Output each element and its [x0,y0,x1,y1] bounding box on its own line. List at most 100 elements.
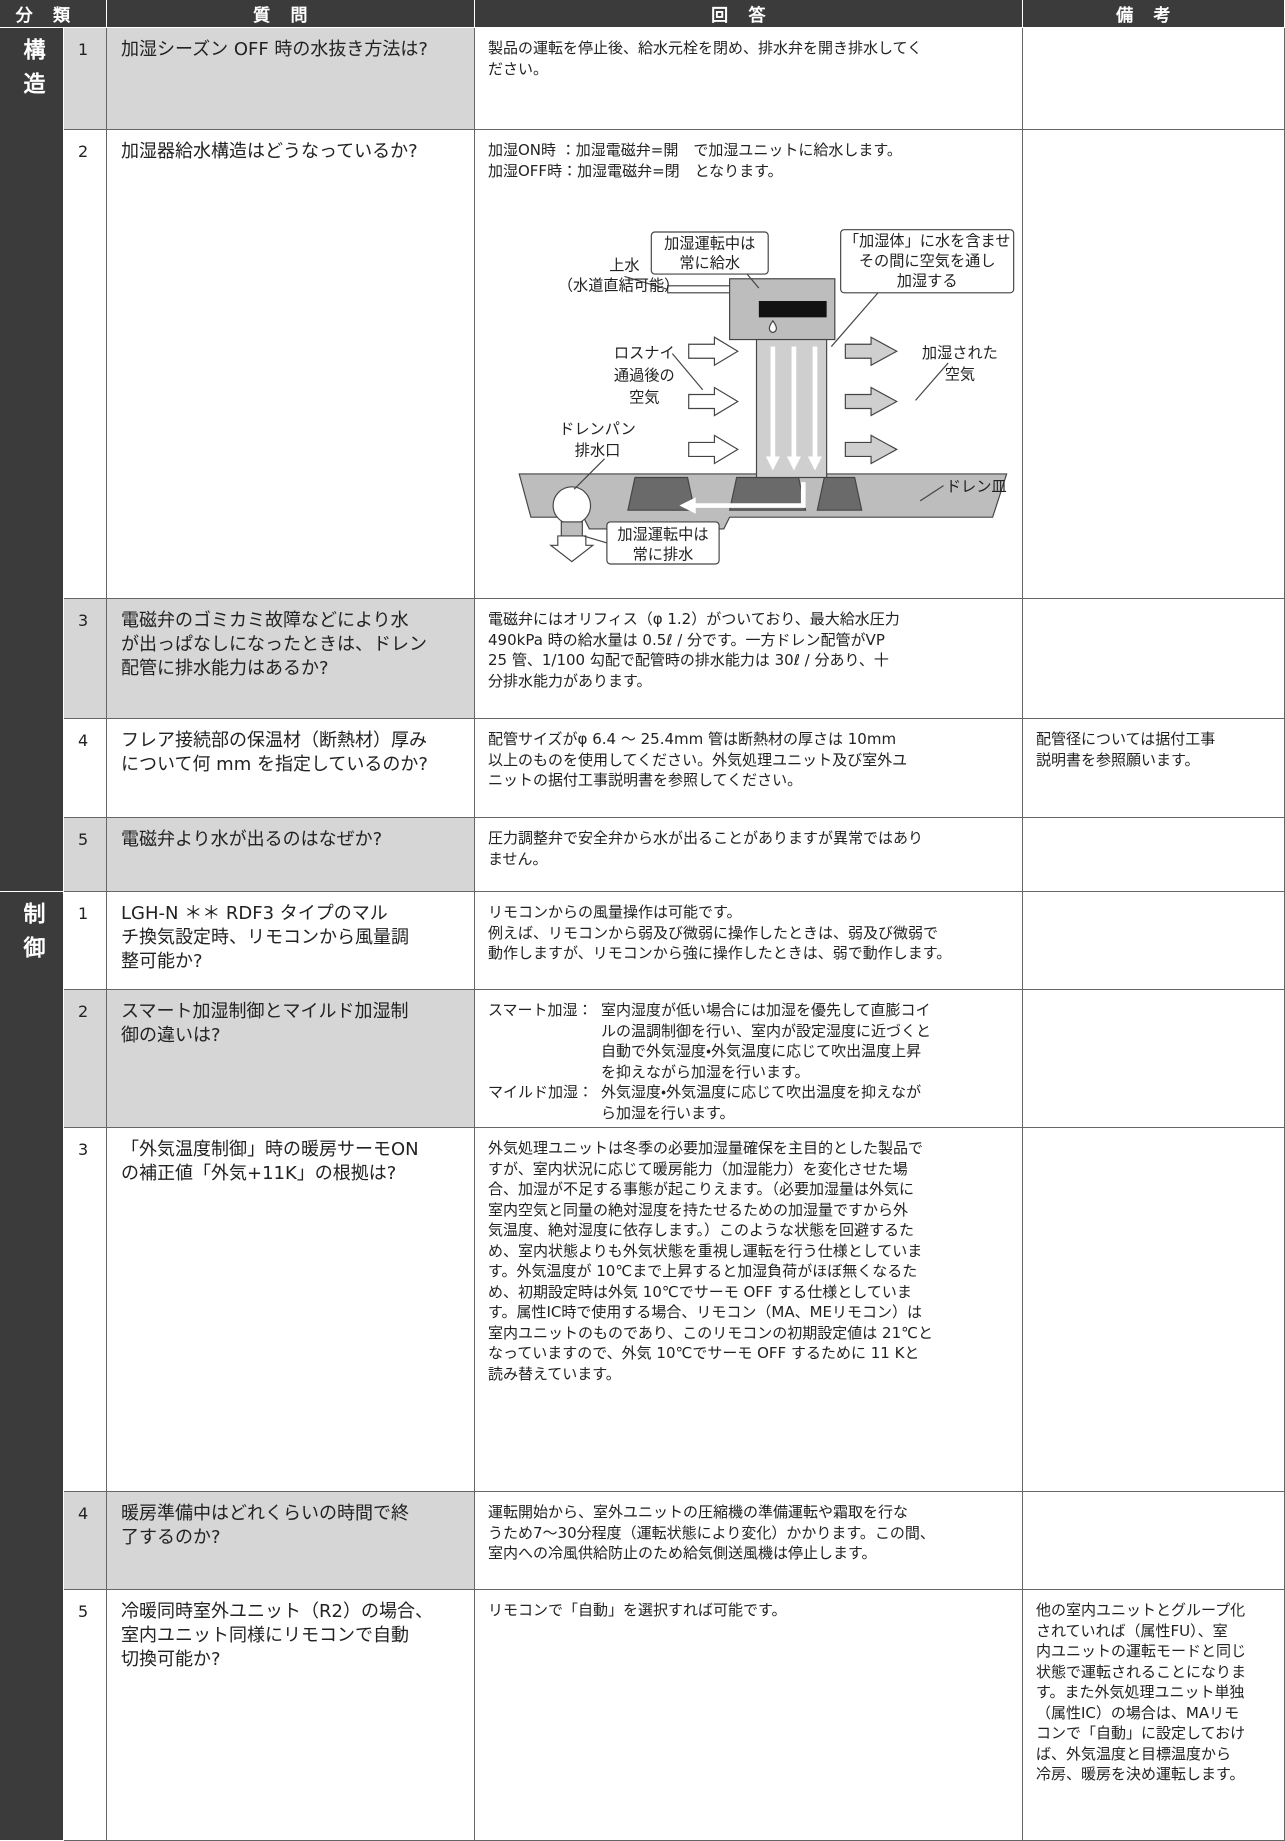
answer-line: ません。 [488,849,548,868]
tray-block [816,476,863,511]
outlet-arrow [844,386,898,417]
answer-line: 外気処理ユニットは冬季の必要加湿量確保を主目的とした製品で [488,1139,924,1157]
remarks [1023,28,1285,130]
leader-line [573,458,605,490]
question-line: 御の違いは? [121,1025,221,1046]
remarks [1023,1128,1285,1492]
answer-line: 製品の運転を停止後、給水元栓を閉め、排水弁を開き排水してく [488,39,923,57]
remarks [1023,990,1285,1128]
nozzle [758,300,827,318]
note-box [840,229,1015,294]
diagram-label: 加湿運転中は [617,525,708,543]
remarks [1023,130,1285,599]
term-text: ら加湿を行います。 [601,1103,735,1122]
answer-line: す。外気温度が 10℃まで上昇すると加湿負荷がほぼ無くなるた [488,1262,918,1280]
category: 制御 [0,892,64,1841]
answer: 配管サイズがφ 6.4 ～ 25.4mm 管は断熱材の厚さは 10mm 以上のもの… [475,719,1023,818]
question-line: 室内ユニット同様にリモコンで自動 [121,1625,409,1646]
header-cell: 回答 [475,0,1023,28]
header-cell: 備考 [1023,0,1285,28]
drain-port [552,486,592,525]
term: マイルド加湿： [488,1083,594,1101]
diagram-label: ドレンパン [559,420,636,438]
inlet-arrow [688,336,739,367]
flow-arrow [791,346,797,459]
row-number: 4 [64,719,107,818]
question: LGH-N ＊＊ RDF3 タイプのマル チ換気設定時、リモコンから風量調 整可能か… [107,892,475,990]
outlet-arrow [844,336,898,367]
answer-line: 室内への冷風供給防止のため給気側送風機は停止します。 [488,1544,877,1562]
diagram-label: （水道直結可能） [558,276,680,294]
drain-arrow [549,535,595,563]
answer: 加湿ON時 ：加湿電磁弁=開 で加湿ユニットに給水します。 加湿OFF時：加湿電磁… [475,130,1023,599]
leader-line [830,292,879,347]
diagram-label: 通過後の [614,366,675,384]
row-number: 3 [64,599,107,719]
diagram-label: 「加湿体」に水を含ませ [844,232,1011,250]
question-line: 電磁弁より水が出るのはなぜか? [121,829,383,850]
answer: スマート加湿： 室内湿度が低い場合には加湿を優先して直膨コイ ルの温調制御を行い、室… [475,990,1023,1128]
question-line: スマート加湿制御とマイルド加湿制 [121,1001,409,1022]
note-box [650,231,769,275]
header-cell: 分類 [0,0,107,28]
answer: 外気処理ユニットは冬季の必要加湿量確保を主目的とした製品で すが、室内状況に応じて… [475,1128,1023,1492]
answer-line: 分排水能力があります。 [488,671,652,690]
inlet-arrow [688,434,739,465]
question: 暖房準備中はどれくらいの時間で終 了するのか? [107,1492,475,1590]
question: 冷暖同時室外ユニット（R2）の場合、 室内ユニット同様にリモコンで自動 切換可能か? [107,1590,475,1841]
remarks-line: 内ユニットの運転モードと同じ [1036,1642,1247,1660]
row-number: 1 [64,28,107,130]
outlet-arrow [844,434,898,465]
diagram-label: 空気 [945,365,975,383]
answer-line: 読み替えています。 [488,1364,621,1383]
leader-line [919,485,944,502]
answer-line: を抑えながら加湿を行います。 [488,1062,1014,1083]
answer-line: 490kPa 時の給水量は 0.5ℓ / 分です。一方ドレン配管がVP [488,630,885,649]
answer-line: 室内空気と同量の絶対湿度を持たせるための加湿量ですから外 [488,1200,909,1219]
question-line: について何 mm を指定しているのか? [121,754,428,775]
row-number: 4 [64,1492,107,1590]
answer-line: 自動で外気湿度・外気温度に応じて吹出温度上昇 [488,1041,1014,1062]
leader-line [624,275,668,290]
term-text: ルの温調制御を行い、室内が設定湿度に近づくと [601,1021,932,1040]
row-number: 2 [64,990,107,1128]
leader-line [583,535,608,544]
term-text: 自動で外気湿度・外気温度に応じて吹出温度上昇 [601,1042,922,1060]
answer-line: ルの温調制御を行い、室内が設定湿度に近づくと [488,1021,1014,1042]
answer-line: 動作しますが、リモコンから強に操作したときは、弱で動作します。 [488,944,952,962]
diagram-label: ロスナイ [614,344,675,362]
remarks-line: ば、外気温度と目標温度から [1036,1744,1232,1763]
answer: リモコンで「自動」を選択すれば可能です。 [475,1590,1023,1841]
question-line: が出っぱなしになったときは、ドレン [121,634,427,655]
answer-line: 運転開始から、室外ユニットの圧縮機の準備運転や霜取を行な [488,1503,909,1521]
remarks-line: す。また外気処理ユニット単独 [1036,1683,1245,1701]
answer-line: 合、加湿が不足する事態が起こりえます。（必要加湿量は外気に [488,1180,915,1198]
inlet-arrow [688,386,739,417]
remarks: 他の室内ユニットとグループ化 されていれば（属性FU）、室 内ユニットの運転モードと… [1023,1590,1285,1841]
answer-line: ら加湿を行います。 [488,1103,1014,1124]
answer-line: リモコンで「自動」を選択すれば可能です。 [488,1601,787,1619]
answer: リモコンからの風量操作は可能です。 例えば、リモコンから弱及び微弱に操作したときは… [475,892,1023,990]
leader-line [746,273,760,289]
diagram-label: 加湿運転中は [664,234,755,252]
question-line: LGH-N ＊＊ RDF3 タイプのマル [121,903,388,924]
answer-line: 配管サイズがφ 6.4 ～ 25.4mm 管は断熱材の厚さは 10mm [488,730,897,748]
answer-line: 25 管、1/100 勾配で配管時の排水能力は 30ℓ / 分あり、十 [488,651,889,669]
question: 電磁弁のゴミカミ故障などにより水 が出っぱなしになったときは、ドレン 配管に排水能力… [107,599,475,719]
answer-line: スマート加湿： 室内湿度が低い場合には加湿を優先して直膨コイ [488,1000,1014,1021]
drain-flow [693,482,806,508]
question-line: 「外気温度制御」時の暖房サーモON [121,1139,419,1160]
humidifier-diagram: 加湿運転中は常に給水「加湿体」に水を含ませその間に空気を通し加湿する上水（水道直… [518,229,1015,565]
term-text: を抑えながら加湿を行います。 [601,1062,810,1081]
question: 加湿シーズン OFF 時の水抜き方法は? [107,28,475,130]
question-line: 了するのか? [121,1527,221,1548]
answer-line: 圧力調整弁で安全弁から水が出ることがありますが異常ではあり [488,829,924,847]
question: 電磁弁より水が出るのはなぜか? [107,818,475,892]
drain-flow-head [679,497,696,514]
answer-line: す。属性IC時で使用する場合、リモコン（MA、MEリモコン）は [488,1303,923,1321]
answer-line: うため7～30分程度（運転状態により変化）かかります。この間、 [488,1523,935,1542]
question-line: の補正値「外気+11K」の根拠は? [121,1163,397,1184]
question-line: 切換可能か? [121,1649,221,1670]
header-cell: 質問 [107,0,475,28]
answer-line: 加湿OFF時：加湿電磁弁=閉 となります。 [488,161,783,180]
